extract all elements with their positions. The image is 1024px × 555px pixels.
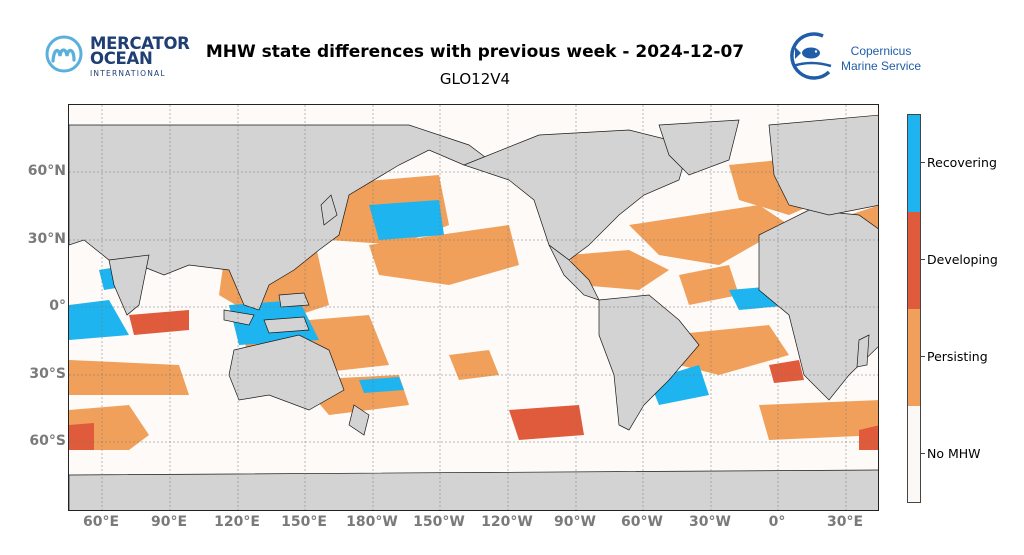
legend-tick [921,356,925,357]
lat-tick-0: 0° [49,298,66,314]
legend-label-no-mhw: No MHW [927,446,981,461]
mercator-line2: OCEAN [90,49,153,68]
legend-label-recovering: Recovering [927,155,997,170]
lon-tick-150e: 150°E [281,514,327,530]
lon-tick-30e: 30°E [826,514,864,530]
lon-tick-120e: 120°E [214,514,260,530]
lon-tick-180w: 180°W [346,514,398,530]
legend-swatch-persisting [908,309,920,406]
world-map [68,104,879,511]
legend-label-developing: Developing [927,252,998,267]
lon-tick-0: 0° [768,514,786,530]
lon-tick-30w: 30°W [689,514,731,530]
mercator-line1: MERCATOR [90,34,190,53]
legend-swatch-developing [908,212,920,309]
legend-swatch-recovering [908,115,920,212]
legend-tick [921,162,925,163]
legend-swatch-no-mhw [908,406,920,502]
land-masses [69,114,878,510]
developing-areas [69,310,878,450]
copernicus-line1: Copernicus [850,44,912,58]
lat-tick-30s: 30°S [29,366,66,382]
map-subtitle: GLO12V4 [439,70,511,88]
lat-tick-30n: 30°N [27,231,66,247]
lon-tick-90e: 90°E [150,514,188,530]
lat-tick-60s: 60°S [29,433,66,449]
legend-tick [921,259,925,260]
copernicus-logo: Copernicus Marine Service [783,28,933,88]
copernicus-fish-icon [790,32,832,80]
mercator-line3: INTERNATIONAL [90,69,166,78]
graticule [69,105,878,510]
lon-tick-60e: 60°E [82,514,120,530]
copernicus-line2: Marine Service [841,59,922,73]
lon-tick-150w: 150°W [413,514,465,530]
mercator-emblem-icon [45,35,83,73]
lon-tick-90w: 90°W [554,514,596,530]
map-canvas [69,105,878,510]
lon-tick-120w: 120°W [481,514,533,530]
legend-label-persisting: Persisting [927,349,988,364]
map-title: MHW state differences with previous week… [205,42,745,62]
legend-colorbar [907,114,921,503]
legend-tick [921,453,925,454]
lon-tick-60w: 60°W [621,514,663,530]
mercator-logo: MERCATOR OCEAN INTERNATIONAL [44,34,194,84]
lat-tick-60n: 60°N [27,163,66,179]
